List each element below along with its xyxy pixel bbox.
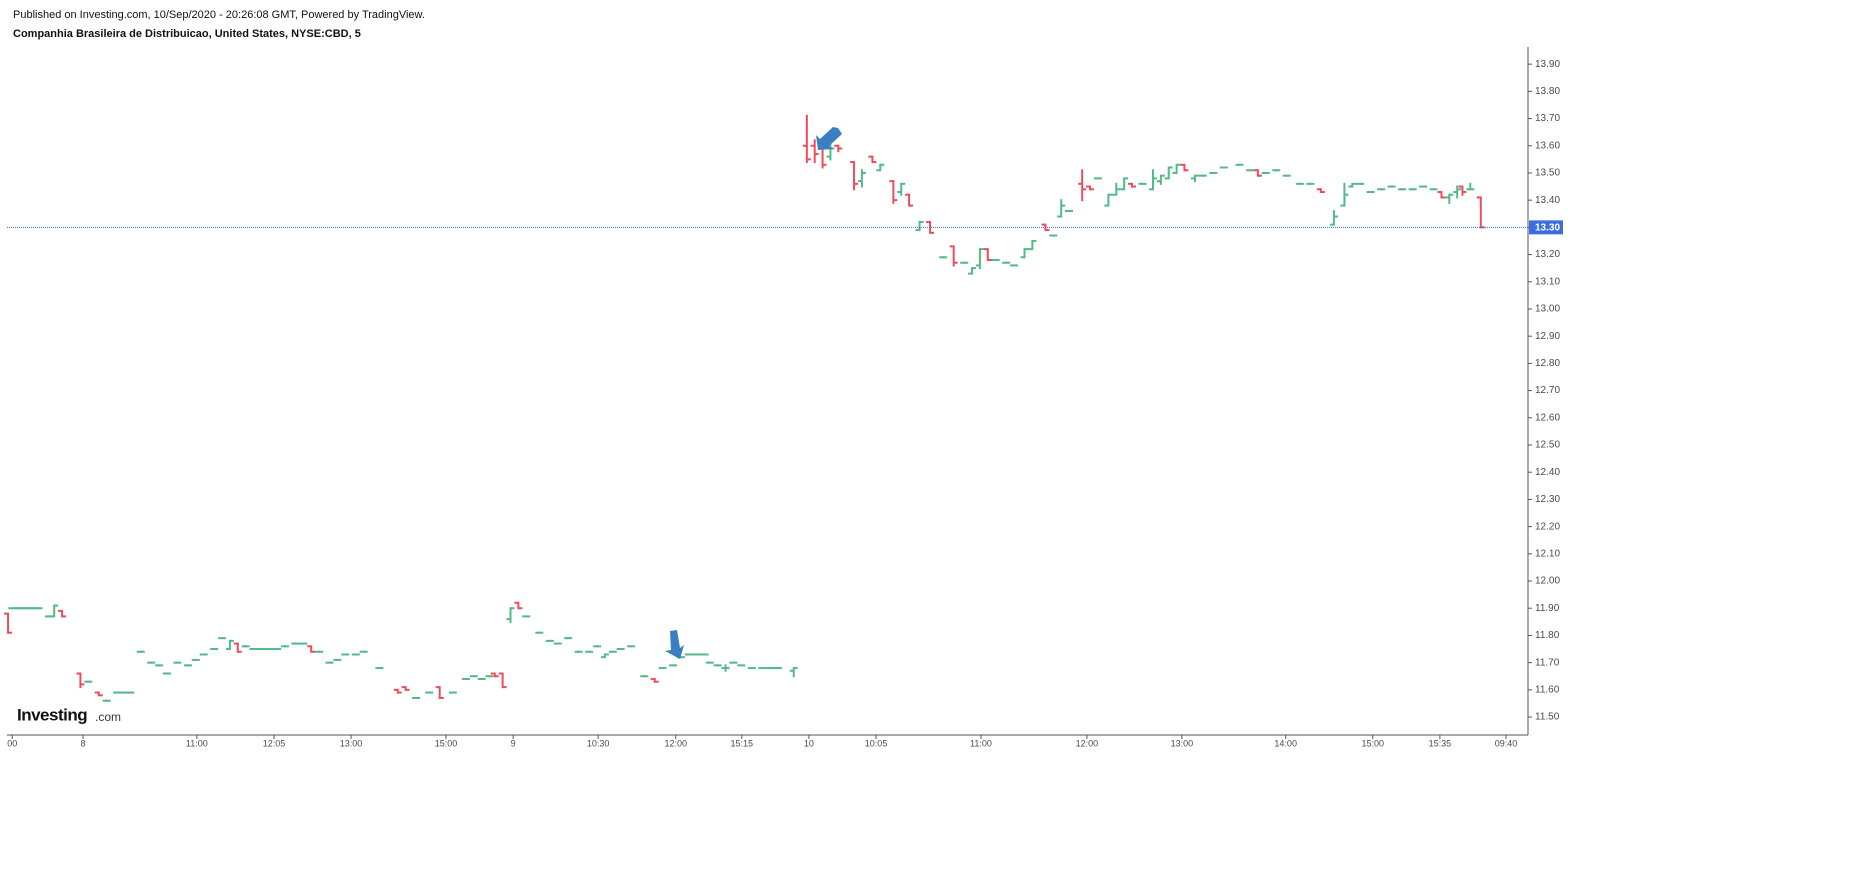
x-tick-label: 10:05 [865, 738, 888, 748]
y-tick-label: 12.90 [1535, 331, 1560, 342]
y-tick-label: 12.00 [1535, 576, 1560, 587]
logo-suffix: .com [95, 710, 121, 724]
y-tick-label: 11.90 [1535, 603, 1560, 614]
y-tick-label: 12.50 [1535, 440, 1560, 451]
x-tick-label: 14:00 [1274, 738, 1297, 748]
y-tick-label: 11.50 [1535, 712, 1560, 723]
x-tick-label: 00 [7, 738, 17, 748]
y-tick-label: 11.80 [1535, 630, 1560, 641]
x-tick-label: 12:00 [1076, 738, 1099, 748]
x-tick-label: 13:00 [340, 738, 363, 748]
y-tick-label: 12.60 [1535, 412, 1560, 423]
y-tick-label: 12.70 [1535, 385, 1560, 396]
chart-title: Companhia Brasileira de Distribuicao, Un… [13, 28, 361, 40]
x-tick-label: 13:00 [1171, 738, 1194, 748]
x-tick-label: 8 [81, 738, 86, 748]
x-tick-label: 11:00 [186, 738, 208, 748]
x-tick-label: 12:05 [263, 738, 286, 748]
x-tick-label: 12:00 [664, 738, 687, 748]
x-tick-label: 15:00 [435, 738, 458, 748]
y-tick-label: 13.60 [1535, 140, 1560, 151]
y-tick-label: 11.70 [1535, 657, 1560, 668]
arrow-marker [665, 630, 684, 659]
x-tick-label: 10 [804, 738, 814, 748]
x-tick-label: 15:35 [1429, 738, 1452, 748]
y-tick-label: 12.40 [1535, 467, 1560, 478]
y-tick-label: 13.50 [1535, 168, 1560, 179]
y-tick-label: 11.60 [1535, 684, 1560, 695]
y-tick-label: 12.10 [1535, 548, 1560, 559]
y-tick-label: 13.80 [1535, 86, 1560, 97]
x-tick-label: 9 [511, 738, 516, 748]
y-tick-label: 12.80 [1535, 358, 1560, 369]
y-tick-label: 13.70 [1535, 113, 1560, 124]
x-tick-label: 15:00 [1361, 738, 1384, 748]
y-tick-label: 12.30 [1535, 494, 1560, 505]
last-price-box [1529, 220, 1563, 235]
last-price-label: 13.30 [1535, 223, 1560, 234]
y-tick-label: 13.90 [1535, 59, 1560, 70]
y-tick-label: 13.20 [1535, 249, 1560, 260]
y-tick-label: 13.10 [1535, 276, 1560, 287]
published-note: Published on Investing.com, 10/Sep/2020 … [13, 9, 425, 21]
x-tick-label: 11:00 [970, 738, 992, 748]
x-tick-label: 15:15 [731, 738, 754, 748]
y-tick-label: 13.40 [1535, 195, 1560, 206]
x-tick-label: 09:40 [1495, 738, 1518, 748]
x-tick-label: 10:30 [587, 738, 610, 748]
y-tick-label: 12.20 [1535, 521, 1560, 532]
y-tick-label: 13.00 [1535, 304, 1560, 315]
bars [4, 114, 1485, 702]
logo: Investing [17, 705, 87, 724]
arrow-marker [816, 127, 842, 150]
